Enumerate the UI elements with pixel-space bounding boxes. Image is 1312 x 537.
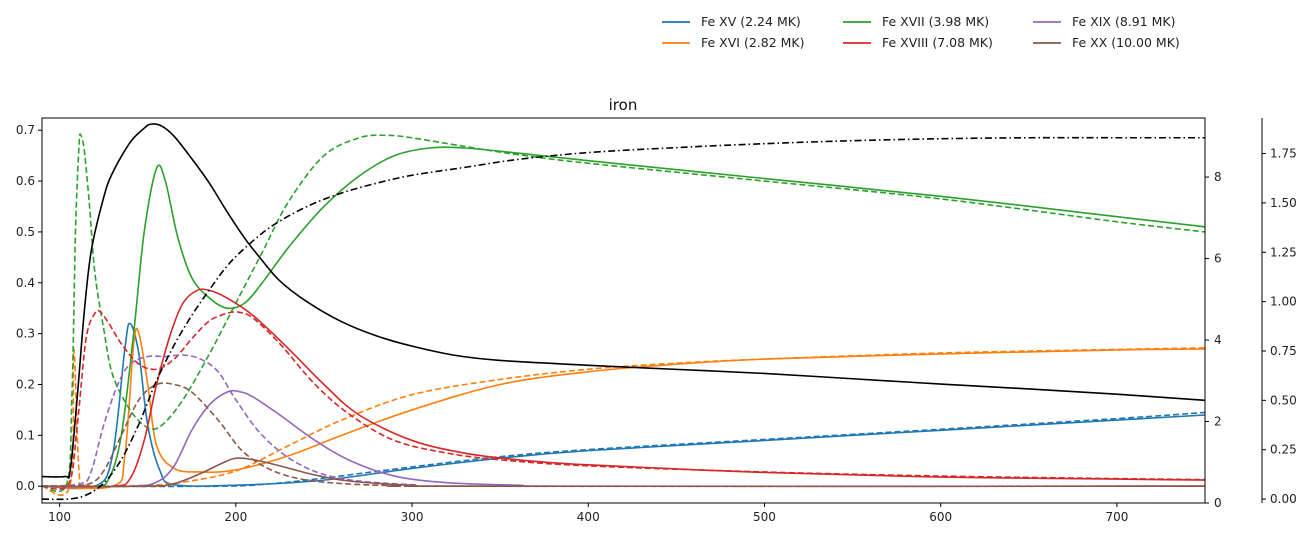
- y-tick-label: 0.4: [16, 276, 35, 290]
- series-line-0: [42, 322, 1205, 490]
- plot-frame: [41, 117, 1206, 504]
- legend-label: Fe XV (2.24 MK): [701, 14, 801, 29]
- legend-label: Fe XX (10.00 MK): [1072, 35, 1180, 50]
- y3-tick-label: 0.50: [1270, 393, 1297, 407]
- legend-label: Fe XVIII (7.08 MK): [882, 35, 993, 50]
- legend-label: Fe XIX (8.91 MK): [1072, 14, 1176, 29]
- y2-tick-label: 0: [1214, 496, 1222, 510]
- series-line-2: [42, 327, 1205, 490]
- y3-tick-label: 0.25: [1270, 443, 1297, 457]
- legend: Fe XV (2.24 MK) Fe XVI (2.82 MK) Fe XVII (…: [662, 14, 1180, 50]
- series-layer: [42, 123, 1205, 501]
- y-tick-label: 0.0: [16, 479, 35, 493]
- series-line-10: [42, 457, 1205, 488]
- x-tick-label: 700: [1105, 510, 1128, 524]
- x-tick-label: 200: [224, 510, 247, 524]
- y3-tick-label: 1.75: [1270, 147, 1297, 161]
- x-tick-label: 400: [577, 510, 600, 524]
- y-tick-label: 0.1: [16, 428, 35, 442]
- series-line-4: [42, 146, 1205, 488]
- y3-tick-label: 0.00: [1270, 492, 1297, 506]
- y2-tick-label: 6: [1214, 252, 1222, 266]
- y3-tick-label: 1.50: [1270, 196, 1297, 210]
- axes-layer: 100 200 300 400 500 600 7000.00.10.20.30.40.50…: [16, 123, 1297, 524]
- x-tick-label: 600: [929, 510, 952, 524]
- x-tick-label: 500: [753, 510, 776, 524]
- series-line-6: [42, 288, 1205, 488]
- y-tick-label: 0.2: [16, 377, 35, 391]
- series-line-11: [42, 382, 1205, 488]
- series-line-7: [42, 309, 1205, 491]
- y3-tick-label: 1.00: [1270, 295, 1297, 309]
- y3-tick-label: 0.75: [1270, 344, 1297, 358]
- series-line-12: [42, 123, 1205, 479]
- legend-label: Fe XVII (3.98 MK): [882, 14, 989, 29]
- series-line-1: [42, 411, 1205, 488]
- x-tick-label: 100: [48, 510, 71, 524]
- y2-tick-label: 4: [1214, 333, 1222, 347]
- y-tick-label: 0.3: [16, 327, 35, 341]
- chart-title: iron: [609, 96, 638, 114]
- y2-tick-label: 8: [1214, 170, 1222, 184]
- y-tick-label: 0.5: [16, 225, 35, 239]
- y-tick-label: 0.6: [16, 174, 35, 188]
- y2-tick-label: 2: [1214, 415, 1222, 429]
- x-tick-label: 300: [401, 510, 424, 524]
- series-line-5: [42, 133, 1205, 493]
- y-tick-label: 0.7: [16, 123, 35, 137]
- series-line-13: [42, 136, 1205, 501]
- y3-tick-label: 1.25: [1270, 245, 1297, 259]
- legend-label: Fe XVI (2.82 MK): [701, 35, 805, 50]
